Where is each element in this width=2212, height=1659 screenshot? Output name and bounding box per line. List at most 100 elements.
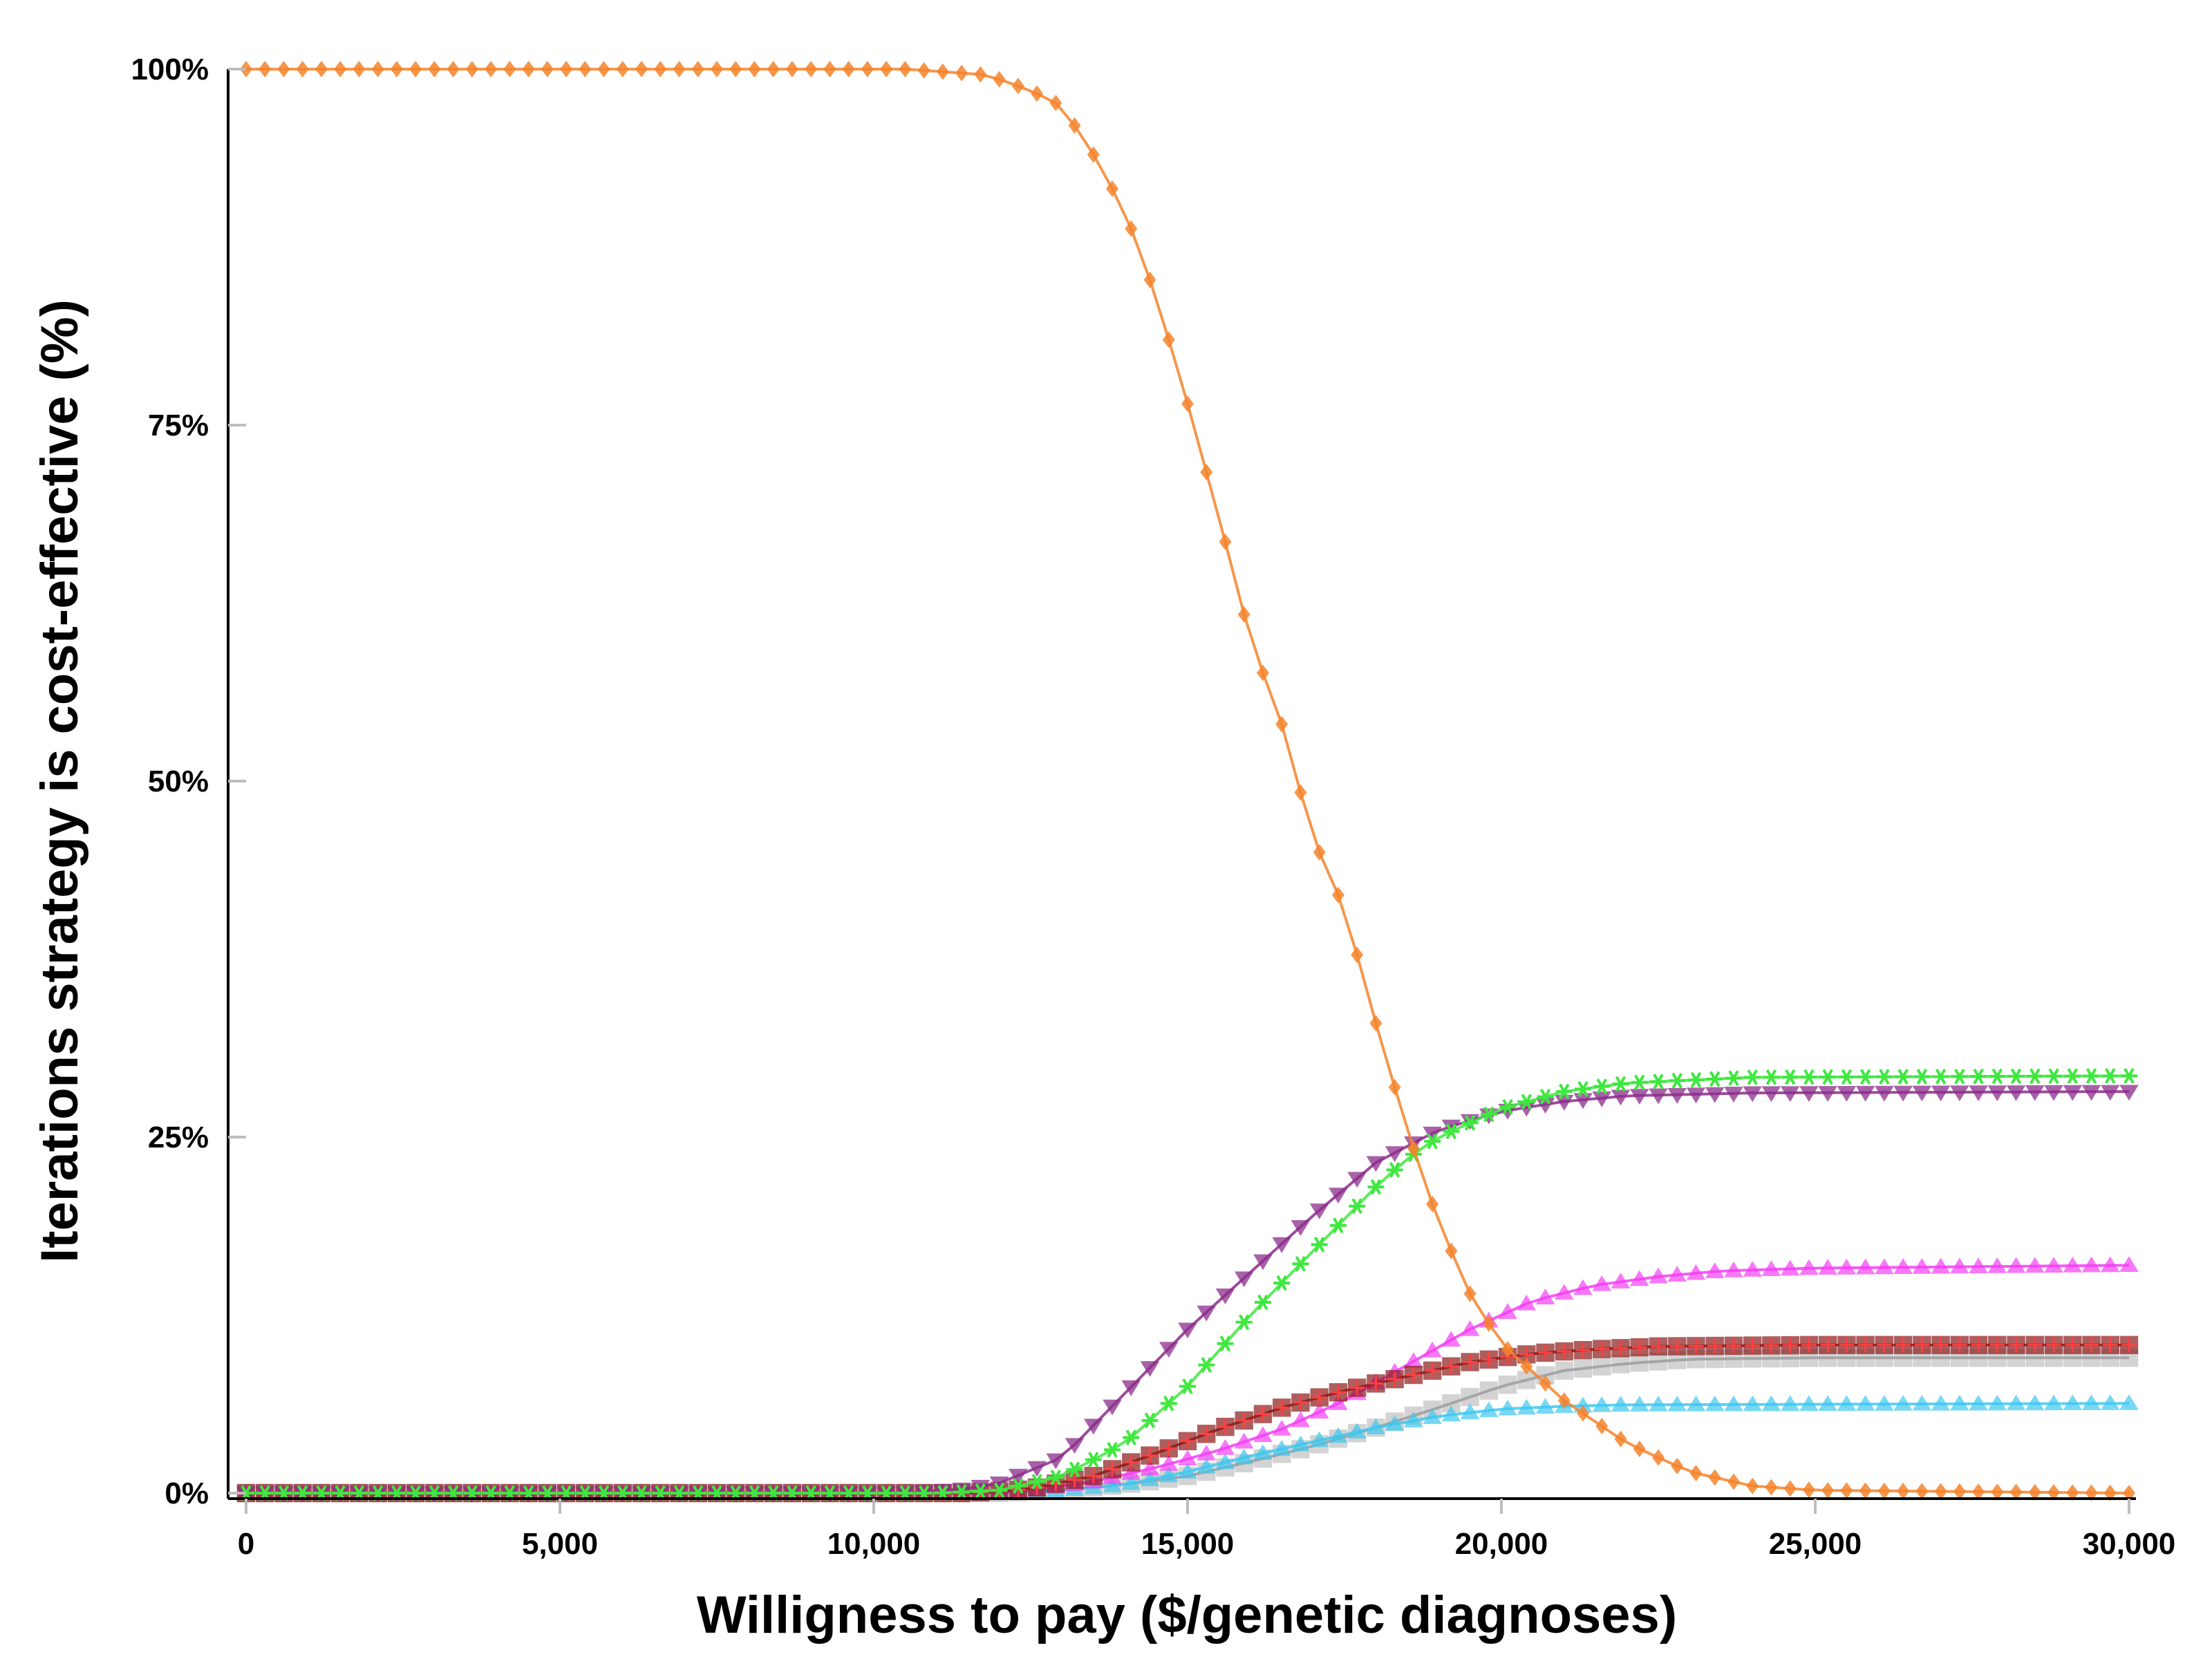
data-point-purple bbox=[2119, 1085, 2139, 1101]
data-point-green bbox=[1763, 1069, 1780, 1085]
data-point-green bbox=[953, 1483, 971, 1500]
data-point-orange bbox=[1219, 533, 1232, 550]
data-point-purple bbox=[1197, 1305, 1217, 1322]
data-point-orange bbox=[748, 61, 761, 77]
data-point-magenta bbox=[1121, 1463, 1141, 1480]
data-point-magenta bbox=[1743, 1261, 1762, 1277]
data-point-orange bbox=[522, 61, 535, 77]
data-point-purple bbox=[1385, 1146, 1405, 1163]
data-point-green bbox=[1254, 1294, 1271, 1311]
y-tick-label: 100% bbox=[131, 53, 209, 86]
data-point-magenta bbox=[1969, 1257, 1988, 1273]
data-point-orange bbox=[1011, 77, 1024, 95]
data-point-orange bbox=[597, 61, 610, 77]
series-magenta bbox=[236, 1256, 2139, 1500]
data-point-green bbox=[1009, 1478, 1027, 1494]
data-point-green bbox=[972, 1483, 989, 1499]
data-point-gray bbox=[1611, 1355, 1630, 1374]
data-point-orange bbox=[993, 71, 1006, 88]
data-point-magenta bbox=[1329, 1394, 1348, 1410]
data-point-skyblue bbox=[1611, 1396, 1631, 1412]
data-point-orange bbox=[691, 61, 704, 77]
data-point-darkred bbox=[1423, 1361, 1442, 1380]
data-point-green bbox=[1066, 1461, 1083, 1478]
data-point-orange bbox=[1482, 1315, 1495, 1332]
data-point-darkred bbox=[1687, 1337, 1705, 1356]
data-point-orange bbox=[1614, 1430, 1627, 1447]
data-point-green bbox=[1292, 1255, 1309, 1272]
data-point-orange bbox=[1689, 1465, 1703, 1482]
data-point-green bbox=[1198, 1357, 1215, 1373]
data-point-purple bbox=[1121, 1380, 1141, 1396]
data-point-darkred bbox=[1461, 1353, 1479, 1371]
data-point-gray bbox=[1479, 1381, 1499, 1400]
data-point-skyblue bbox=[1385, 1415, 1405, 1431]
data-point-orange bbox=[1934, 1483, 1947, 1500]
x-tick-label: 30,000 bbox=[2083, 1527, 2176, 1561]
data-point-magenta bbox=[1686, 1264, 1706, 1280]
data-point-orange bbox=[654, 61, 667, 77]
data-point-gray bbox=[1593, 1357, 1611, 1376]
data-point-orange bbox=[334, 61, 347, 77]
data-point-green bbox=[1367, 1179, 1385, 1195]
data-point-magenta bbox=[1498, 1303, 1517, 1319]
data-point-purple bbox=[1159, 1342, 1179, 1358]
data-point-green bbox=[1123, 1430, 1140, 1446]
data-point-magenta bbox=[1215, 1438, 1235, 1455]
data-point-green bbox=[1047, 1469, 1065, 1485]
data-point-orange bbox=[503, 61, 516, 77]
data-point-darkred bbox=[1065, 1470, 1084, 1490]
data-point-green bbox=[1311, 1237, 1328, 1253]
data-point-skyblue bbox=[1535, 1398, 1555, 1414]
data-point-orange bbox=[1708, 1469, 1721, 1486]
data-point-green bbox=[1687, 1071, 1705, 1088]
data-point-darkred bbox=[2044, 1335, 2063, 1354]
data-point-darkred bbox=[1122, 1453, 1141, 1472]
data-point-purple bbox=[1423, 1126, 1442, 1143]
x-tick-label: 5,000 bbox=[522, 1527, 598, 1561]
data-point-orange bbox=[1388, 1078, 1401, 1096]
data-point-orange bbox=[1557, 1392, 1571, 1409]
data-point-orange bbox=[1595, 1418, 1609, 1435]
data-point-orange bbox=[1765, 1479, 1778, 1496]
data-point-skyblue bbox=[1875, 1395, 1894, 1411]
data-point-darkred bbox=[1743, 1336, 1762, 1355]
data-point-skyblue bbox=[1705, 1395, 1725, 1412]
data-point-purple bbox=[1761, 1086, 1781, 1103]
data-point-green bbox=[1725, 1070, 1742, 1087]
data-point-magenta bbox=[1159, 1454, 1179, 1471]
data-point-orange bbox=[485, 61, 498, 77]
data-point-darkred bbox=[1273, 1398, 1291, 1417]
data-point-green bbox=[1593, 1078, 1611, 1095]
data-point-darkred bbox=[1141, 1446, 1159, 1465]
data-point-skyblue bbox=[1121, 1474, 1141, 1490]
data-point-orange bbox=[955, 64, 968, 82]
data-point-orange bbox=[1746, 1477, 1759, 1494]
data-point-purple bbox=[1234, 1271, 1254, 1288]
data-point-green bbox=[1461, 1115, 1479, 1131]
data-point-darkred bbox=[1404, 1365, 1423, 1385]
data-point-darkred bbox=[1479, 1350, 1499, 1369]
data-point-orange bbox=[1256, 664, 1269, 682]
data-point-purple bbox=[1140, 1361, 1160, 1377]
data-point-skyblue bbox=[1855, 1395, 1875, 1411]
data-point-darkred bbox=[1950, 1335, 1969, 1354]
data-point-purple bbox=[1009, 1468, 1028, 1485]
data-point-green bbox=[1443, 1123, 1460, 1140]
data-point-skyblue bbox=[1799, 1395, 1819, 1412]
data-point-darkred bbox=[1649, 1337, 1668, 1356]
data-point-purple bbox=[1065, 1438, 1085, 1454]
data-point-magenta bbox=[1611, 1273, 1631, 1288]
data-point-orange bbox=[1840, 1482, 1853, 1499]
data-point-magenta bbox=[1875, 1258, 1894, 1275]
data-point-magenta bbox=[1855, 1258, 1875, 1275]
data-point-skyblue bbox=[1629, 1396, 1649, 1412]
data-point-darkred bbox=[1103, 1460, 1122, 1479]
data-point-orange bbox=[2066, 1484, 2079, 1501]
data-point-orange bbox=[1369, 1015, 1382, 1032]
data-point-darkred bbox=[1385, 1370, 1404, 1389]
data-point-magenta bbox=[1535, 1288, 1555, 1304]
data-point-darkred bbox=[1573, 1340, 1593, 1360]
data-point-darkred bbox=[1197, 1425, 1216, 1443]
